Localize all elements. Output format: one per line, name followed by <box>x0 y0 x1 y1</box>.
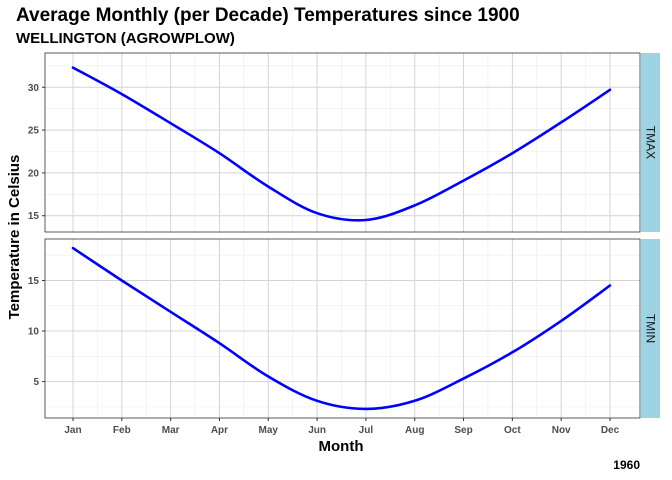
x-tick-label: May <box>259 425 279 436</box>
x-tick-label: Aug <box>405 425 424 436</box>
chart-title: Average Monthly (per Decade) Temperature… <box>16 5 520 26</box>
facet-strip-label: TMIN <box>644 314 658 343</box>
y-tick-label: 5 <box>33 377 39 388</box>
x-tick-label: Jul <box>359 425 374 436</box>
x-tick-label: Jun <box>308 425 326 436</box>
series-line-tmax <box>71 66 612 222</box>
x-tick-label: Oct <box>504 425 521 436</box>
x-tick-label: Apr <box>211 425 228 436</box>
x-tick-label: Mar <box>162 425 180 436</box>
panel-border <box>44 238 641 419</box>
facet-strip-tmin <box>641 239 660 418</box>
y-tick-label: 15 <box>28 276 40 287</box>
chart-caption: 1960 <box>613 458 640 472</box>
x-tick-label: Feb <box>113 425 131 436</box>
panel-tmax: 15 20 25 30 TMAX <box>28 52 660 233</box>
x-axis: Jan Feb Mar Apr May Jun Jul Aug Sep Oct Nov Dec <box>64 418 620 436</box>
panel-border <box>44 52 641 233</box>
series-line-tmin <box>71 246 612 411</box>
y-tick-label: 25 <box>28 126 40 137</box>
x-tick-label: Nov <box>552 425 571 436</box>
y-tick-label: 30 <box>28 83 40 94</box>
x-tick-label: Sep <box>454 425 472 436</box>
y-tick-label: 20 <box>28 168 40 179</box>
y-tick-label: 10 <box>28 327 40 338</box>
facet-strip-label: TMAX <box>644 126 658 159</box>
y-tick-label: 15 <box>28 211 40 222</box>
chart-subtitle: WELLINGTON (AGROWPLOW) <box>16 30 235 47</box>
x-tick-label: Jan <box>64 425 81 436</box>
x-tick-label: Dec <box>601 425 620 436</box>
y-axis-title: Temperature in Celsius <box>6 155 23 320</box>
x-axis-title: Month <box>319 438 364 455</box>
panel-tmin: 5 10 15 TMIN <box>28 238 660 419</box>
facet-strip-tmax <box>641 53 660 232</box>
